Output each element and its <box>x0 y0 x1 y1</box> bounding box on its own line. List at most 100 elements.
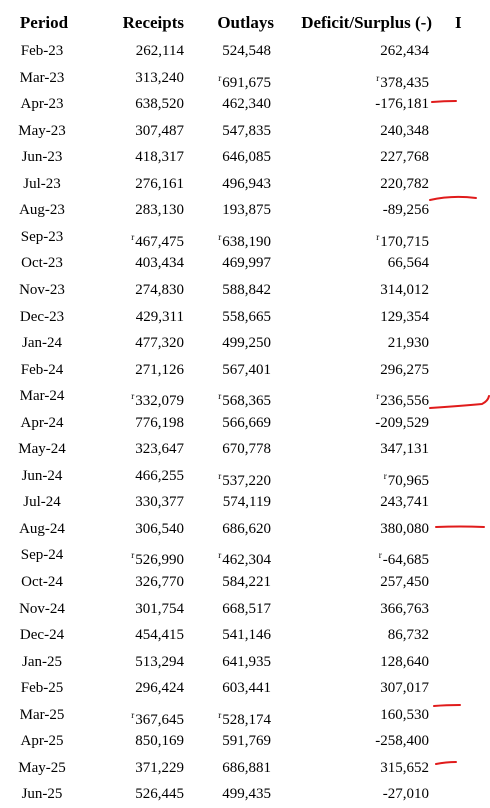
revision-marker: r <box>131 550 135 561</box>
cell-value: 686,881 <box>222 759 271 776</box>
cell-outlays: 469,997 <box>190 250 271 277</box>
cell-deficit: 366,763 <box>280 596 429 623</box>
cell-receipts: 262,114 <box>90 38 184 65</box>
cell-value: Apr-25 <box>20 733 64 750</box>
cell-deficit: 315,652 <box>280 755 429 782</box>
cell-value: 537,220 <box>222 472 271 489</box>
cell-value: May-23 <box>18 122 66 139</box>
cell-value: 257,450 <box>380 574 429 590</box>
cell-value: 70,965 <box>387 472 429 489</box>
cell-receipts: 271,126 <box>90 357 184 384</box>
cell-deficit: 86,732 <box>280 622 429 649</box>
cell-period: Oct-23 <box>0 250 84 277</box>
cell-deficit: 296,275 <box>280 357 429 384</box>
cell-receipts: 301,754 <box>90 596 184 623</box>
cell-receipts: 371,229 <box>90 755 184 782</box>
cell-value: Mar-23 <box>19 69 65 86</box>
cell-value: Nov-23 <box>19 281 65 298</box>
cell-value: 668,517 <box>222 600 271 617</box>
cell-receipts: 466,255 <box>90 463 184 490</box>
header-outlays: Outlays <box>217 13 274 32</box>
table-row: Oct-24 326,770 584,221 257,450 <box>0 569 490 596</box>
revision-marker: r <box>218 391 222 402</box>
cell-period: Nov-23 <box>0 277 84 304</box>
table-row: Feb-25 296,424 603,441 307,017 <box>0 675 490 702</box>
table-row: Aug-23 283,130 193,875 -89,256 <box>0 197 490 224</box>
cell-value: Apr-23 <box>20 96 64 113</box>
revision-marker: r <box>131 231 135 242</box>
cell-outlays: 499,435 <box>190 781 271 808</box>
cell-value: Jan-25 <box>22 653 62 670</box>
revision-marker: r <box>218 72 222 83</box>
cell-outlays: 591,769 <box>190 728 271 755</box>
cell-value: 262,114 <box>135 43 184 59</box>
cell-value: Feb-23 <box>20 43 64 59</box>
revision-marker: r <box>218 709 222 720</box>
cell-value: 314,012 <box>380 281 429 298</box>
cell-value: 547,835 <box>222 122 271 139</box>
cell-outlays: r638,190 <box>190 224 271 256</box>
table-row: May-25 371,229 686,881 315,652 <box>0 755 490 782</box>
cell-value: Feb-25 <box>20 680 64 697</box>
cell-value: 462,340 <box>222 96 271 113</box>
cell-value: 283,130 <box>135 202 184 219</box>
table-row: Jul-24 330,377 574,119 243,741 <box>0 489 490 516</box>
cell-outlays: 499,250 <box>190 330 271 357</box>
cell-deficit: 129,354 <box>280 304 429 331</box>
cell-value: 307,017 <box>380 680 429 697</box>
cell-deficit: 347,131 <box>280 436 429 463</box>
cell-period: Aug-23 <box>0 197 84 224</box>
cell-value: 193,875 <box>222 202 271 219</box>
cell-value: 513,294 <box>135 653 184 670</box>
cell-value: 236,556 <box>380 393 429 410</box>
cell-value: 454,415 <box>135 627 184 644</box>
cell-period: Jan-25 <box>0 649 84 676</box>
cell-period: Dec-23 <box>0 304 84 331</box>
cell-period: Feb-24 <box>0 357 84 384</box>
cell-period: Sep-24 <box>0 542 84 569</box>
cell-deficit: 240,348 <box>280 118 429 145</box>
cell-receipts: 283,130 <box>90 197 184 224</box>
cell-value: 541,146 <box>222 627 271 644</box>
cell-outlays: 566,669 <box>190 410 271 437</box>
cell-outlays: 567,401 <box>190 357 271 384</box>
cell-outlays: 603,441 <box>190 675 271 702</box>
table-row: Dec-24 454,415 541,146 86,732 <box>0 622 490 649</box>
cell-period: May-23 <box>0 118 84 145</box>
cell-deficit: -89,256 <box>280 197 429 224</box>
cell-outlays: 670,778 <box>190 436 271 463</box>
cell-deficit: 262,434 <box>280 38 429 65</box>
cell-value: 274,830 <box>135 281 184 298</box>
cell-value: -89,256 <box>382 202 429 219</box>
table-row: Nov-24 301,754 668,517 366,763 <box>0 596 490 623</box>
cell-receipts: 323,647 <box>90 436 184 463</box>
cell-value: 574,119 <box>222 494 271 511</box>
cell-outlays: 496,943 <box>190 171 271 198</box>
cell-period: Jul-24 <box>0 489 84 516</box>
table-row: Feb-24 271,126 567,401 296,275 <box>0 357 490 384</box>
cell-period: Feb-23 <box>0 38 84 65</box>
cell-value: 326,770 <box>135 574 184 590</box>
cell-value: 240,348 <box>380 122 429 139</box>
cell-receipts: 776,198 <box>90 410 184 437</box>
cell-outlays: 524,548 <box>190 38 271 65</box>
cell-value: 588,842 <box>222 281 271 298</box>
cell-outlays: 193,875 <box>190 197 271 224</box>
revision-marker: r <box>218 550 222 561</box>
cell-deficit: 21,930 <box>280 330 429 357</box>
cell-value: 591,769 <box>222 733 271 750</box>
cell-value: 499,250 <box>222 335 271 352</box>
cell-receipts: 477,320 <box>90 330 184 357</box>
cell-value: Sep-23 <box>20 228 64 245</box>
cell-value: 462,304 <box>222 552 271 569</box>
revision-marker: r <box>131 709 135 720</box>
table-row: Jan-25 513,294 641,935 128,640 <box>0 649 490 676</box>
cell-value: 21,930 <box>387 335 429 352</box>
cell-receipts: 313,240 <box>90 65 184 92</box>
revision-marker: r <box>131 391 135 402</box>
revision-marker: r <box>376 231 380 242</box>
cell-value: 477,320 <box>135 335 184 352</box>
cell-value: 691,675 <box>222 74 271 91</box>
cell-deficit: 314,012 <box>280 277 429 304</box>
